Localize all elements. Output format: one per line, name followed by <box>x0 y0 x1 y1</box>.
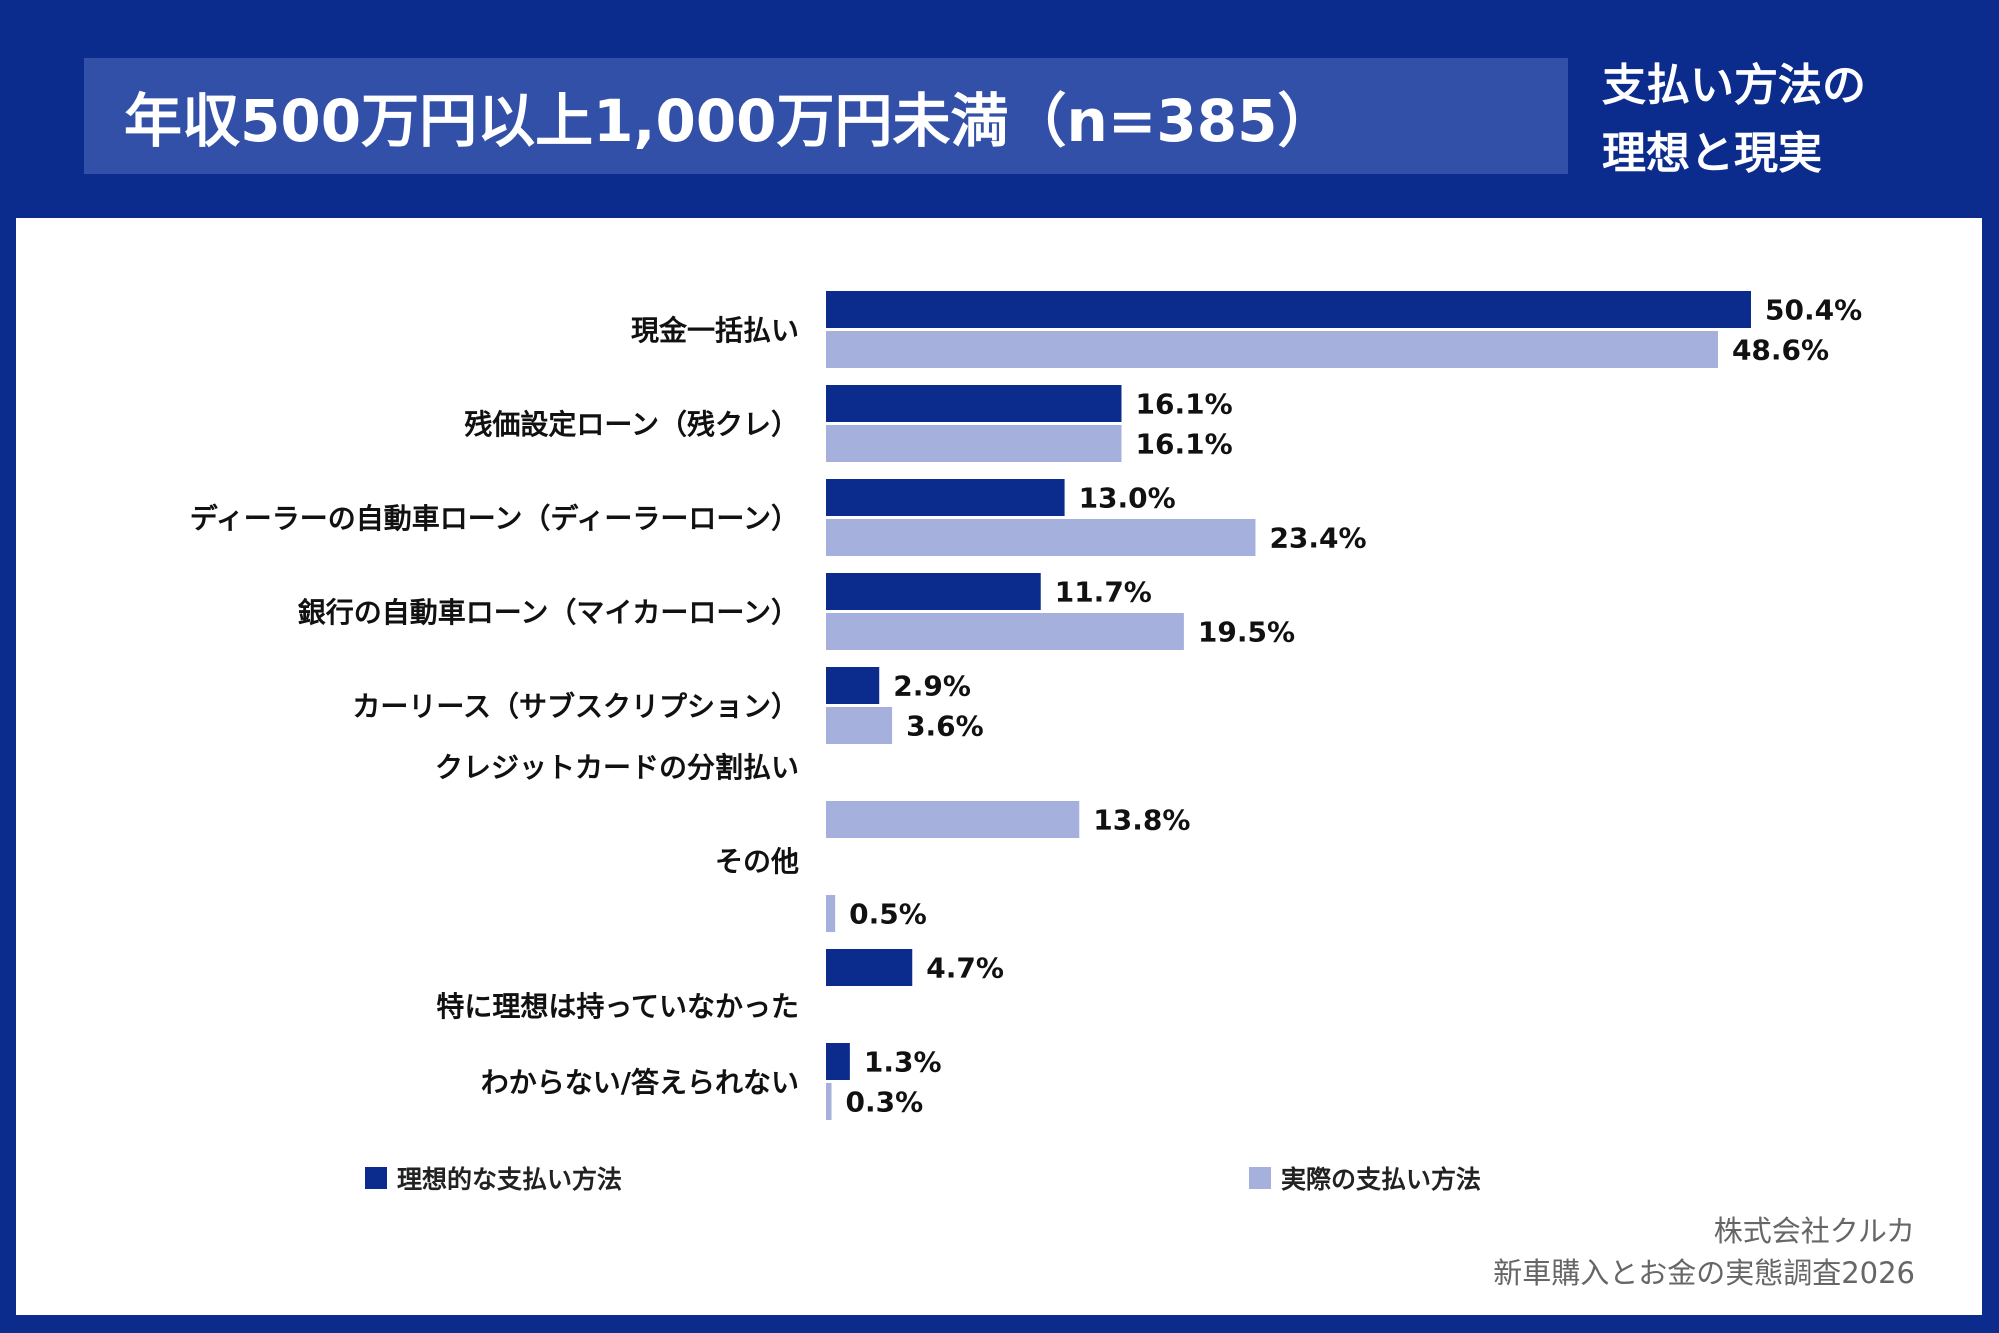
bar-ideal <box>826 949 913 986</box>
bar-actual <box>826 613 1184 650</box>
data-label: 50.4% <box>1765 294 1862 327</box>
category-label: 残価設定ローン（残クレ） <box>464 408 799 441</box>
data-label: 11.7% <box>1055 576 1152 609</box>
category-label: 現金一括払い <box>631 314 799 347</box>
bar-actual <box>826 331 1718 368</box>
data-label: 16.1% <box>1135 428 1232 461</box>
category-label: わからない/答えられない <box>481 1066 799 1099</box>
bar-actual <box>826 519 1256 556</box>
source-note: 株式会社クルカ 新車購入とお金の実態調査2026 <box>1493 1210 1915 1294</box>
source-line-1: 株式会社クルカ <box>1713 1214 1915 1248</box>
category-label: クレジットカードの分割払い <box>435 751 799 784</box>
data-label: 48.6% <box>1732 334 1829 367</box>
bar-actual <box>826 707 893 744</box>
legend-label-ideal: 理想的な支払い方法 <box>397 1165 623 1194</box>
category-label: カーリース（サブスクリプション） <box>352 690 799 723</box>
legend-item-actual: 実際の支払い方法 <box>1249 1160 1481 1196</box>
bar-ideal <box>826 667 880 704</box>
data-label: 19.5% <box>1198 616 1295 649</box>
data-label: 13.0% <box>1079 482 1176 515</box>
chart-panel: 現金一括払い 50.4% 48.6% 残価設定ローン（残クレ） 16.1% 16.1% ディ… <box>16 218 1982 1315</box>
title-bar: 年収500万円以上1,000万円未満（n=385） <box>84 58 1568 174</box>
data-label: 3.6% <box>906 710 984 743</box>
bar-chart: 現金一括払い 50.4% 48.6% 残価設定ローン（残クレ） 16.1% 16.1% ディ… <box>190 291 1862 1120</box>
data-label: 16.1% <box>1135 388 1232 421</box>
bar-ideal <box>826 1043 850 1080</box>
data-label: 13.8% <box>1093 804 1190 837</box>
data-label: 2.9% <box>893 670 971 703</box>
data-label: 0.5% <box>849 898 927 931</box>
data-label: 23.4% <box>1269 522 1366 555</box>
subtitle-line-2: 理想と現実 <box>1602 128 1822 179</box>
legend-item-ideal: 理想的な支払い方法 <box>365 1160 622 1196</box>
bar-ideal <box>826 479 1065 516</box>
bar-actual <box>826 801 1080 838</box>
data-label: 1.3% <box>864 1046 942 1079</box>
category-label: その他 <box>715 845 799 878</box>
legend-swatch-actual <box>1249 1167 1271 1189</box>
bar-ideal <box>826 385 1122 422</box>
legend-label-actual: 実際の支払い方法 <box>1281 1165 1482 1194</box>
category-label: 銀行の自動車ローン（マイカーローン） <box>298 596 799 629</box>
bar-actual <box>826 895 836 932</box>
bar-ideal <box>826 573 1041 610</box>
chart-title: 年収500万円以上1,000万円未満（n=385） <box>124 87 1336 155</box>
bar-ideal <box>826 291 1751 328</box>
category-label: ディーラーの自動車ローン（ディーラーローン） <box>190 502 799 535</box>
subtitle-line-1: 支払い方法の <box>1602 60 1866 111</box>
legend-swatch-ideal <box>365 1167 387 1189</box>
bar-actual <box>826 1083 832 1120</box>
chart-subtitle: 支払い方法の 理想と現実 <box>1602 52 1982 188</box>
data-label: 4.7% <box>926 952 1004 985</box>
category-label: 特に理想は持っていなかった <box>436 990 799 1023</box>
source-line-2: 新車購入とお金の実態調査2026 <box>1493 1256 1915 1290</box>
bar-actual <box>826 425 1122 462</box>
data-label: 0.3% <box>846 1086 924 1119</box>
